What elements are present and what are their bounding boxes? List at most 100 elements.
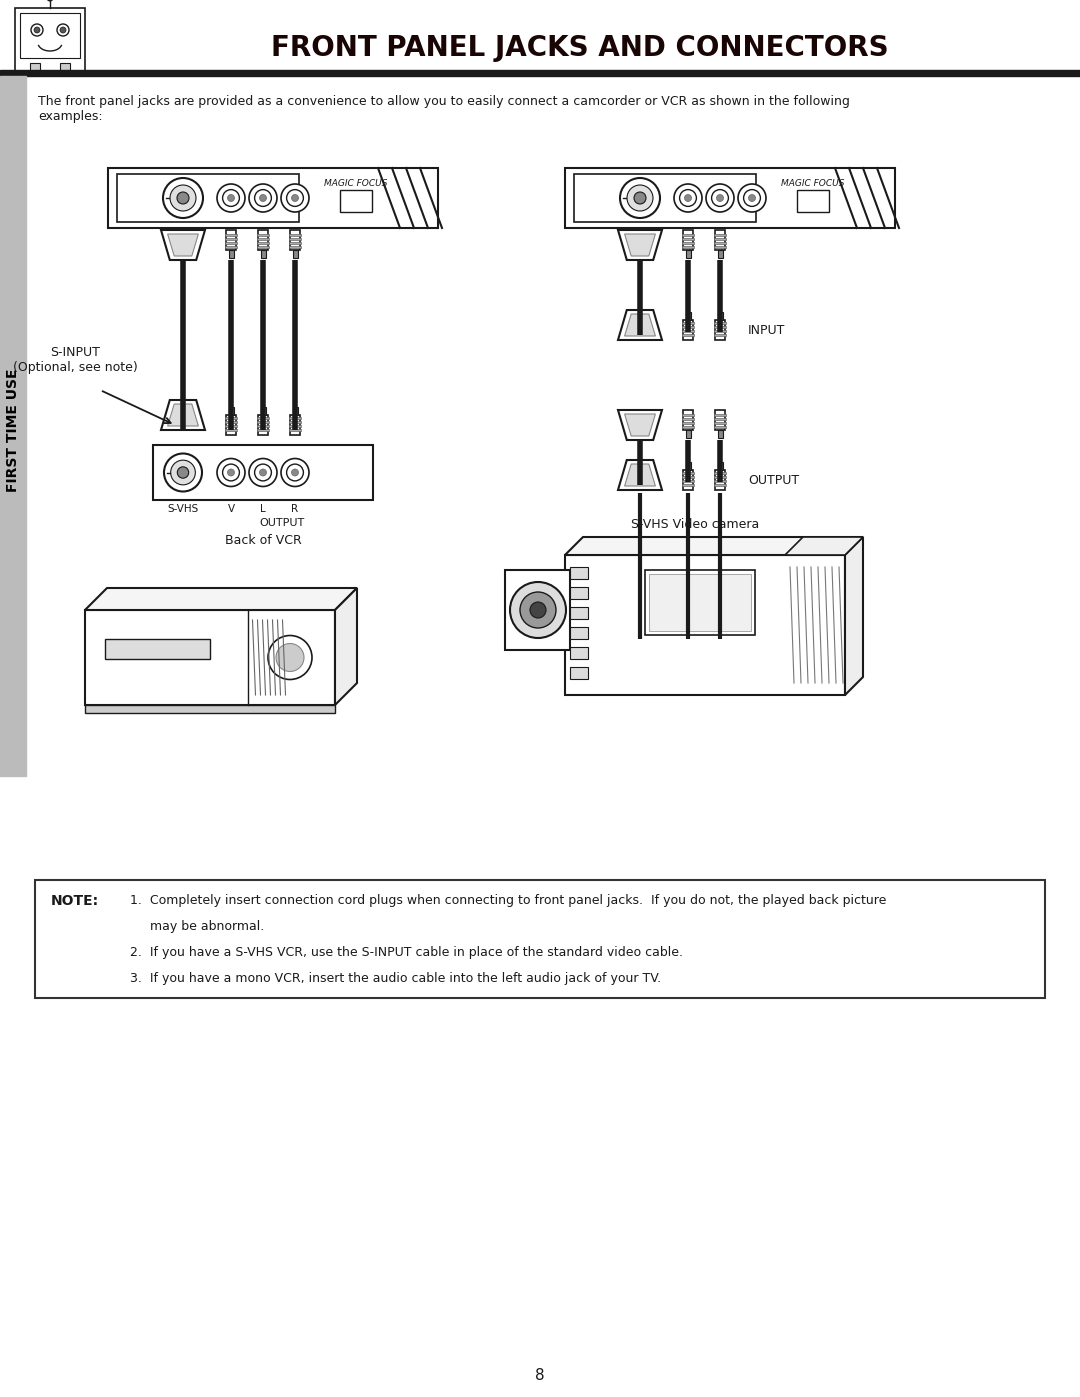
Circle shape (281, 458, 309, 486)
Bar (293, 407, 297, 415)
Bar (289, 246, 301, 249)
Bar (683, 320, 693, 339)
Bar (714, 321, 726, 324)
Bar (681, 414, 694, 416)
Circle shape (57, 24, 69, 36)
Circle shape (259, 194, 267, 201)
Polygon shape (785, 536, 863, 555)
Bar (714, 414, 726, 416)
Bar (260, 250, 266, 258)
Bar (289, 416, 301, 419)
Bar (681, 483, 694, 486)
Bar (226, 415, 237, 434)
Bar (15, 8, 85, 73)
Bar (681, 326, 694, 328)
Bar (683, 231, 693, 250)
Bar (714, 237, 726, 240)
Bar (681, 418, 694, 420)
Bar (714, 334, 726, 337)
Bar (258, 231, 268, 250)
Bar (714, 246, 726, 249)
Bar (257, 242, 269, 244)
Bar (686, 462, 690, 469)
Circle shape (171, 460, 195, 485)
Bar (21, 13, 80, 59)
Bar (257, 425, 269, 427)
Circle shape (685, 194, 691, 201)
Bar (683, 469, 693, 490)
Bar (225, 246, 237, 249)
Text: The front panel jacks are provided as a convenience to allow you to easily conne: The front panel jacks are provided as a … (38, 95, 850, 123)
Polygon shape (618, 310, 662, 339)
Bar (717, 250, 723, 258)
Bar (35, 880, 1045, 997)
Bar (570, 587, 588, 599)
Bar (717, 430, 723, 439)
Circle shape (228, 194, 234, 201)
Circle shape (738, 184, 766, 212)
Text: 2.  If you have a S-VHS VCR, use the S-INPUT cable in place of the standard vide: 2. If you have a S-VHS VCR, use the S-IN… (130, 946, 683, 958)
Bar (289, 425, 301, 427)
Bar (714, 422, 726, 425)
Bar (714, 235, 726, 236)
Bar (714, 330, 726, 332)
Text: S-VHS Video camera: S-VHS Video camera (631, 518, 759, 531)
Polygon shape (335, 588, 357, 705)
Circle shape (748, 194, 756, 201)
Circle shape (222, 464, 240, 481)
Circle shape (620, 177, 660, 218)
Bar (686, 312, 690, 320)
Circle shape (228, 469, 234, 476)
Bar (717, 312, 723, 320)
Bar (715, 320, 725, 339)
Bar (108, 168, 438, 228)
Bar (714, 472, 726, 474)
Bar (681, 237, 694, 240)
Bar (570, 647, 588, 659)
Bar (0, 75, 26, 775)
Bar (714, 326, 726, 328)
Bar (681, 242, 694, 244)
Bar (686, 430, 690, 439)
Circle shape (286, 190, 303, 207)
Text: Back of VCR: Back of VCR (225, 534, 301, 548)
Polygon shape (624, 414, 656, 436)
Bar (291, 231, 300, 250)
Bar (714, 418, 726, 420)
Circle shape (281, 184, 309, 212)
Bar (683, 409, 693, 430)
Text: V: V (228, 504, 234, 514)
Bar (257, 246, 269, 249)
Bar (681, 422, 694, 425)
Bar (681, 235, 694, 236)
Bar (85, 610, 335, 705)
Bar (575, 175, 756, 222)
Bar (570, 666, 588, 679)
Bar (505, 570, 570, 650)
Bar (257, 235, 269, 236)
Circle shape (510, 583, 566, 638)
Bar (681, 246, 694, 249)
Bar (225, 237, 237, 240)
Bar (30, 63, 40, 73)
Bar (714, 242, 726, 244)
Bar (153, 446, 373, 500)
Circle shape (249, 458, 276, 486)
Circle shape (716, 194, 724, 201)
Bar (717, 462, 723, 469)
Text: FRONT PANEL JACKS AND CONNECTORS: FRONT PANEL JACKS AND CONNECTORS (271, 34, 889, 61)
Circle shape (276, 644, 303, 672)
Circle shape (222, 190, 240, 207)
Circle shape (674, 184, 702, 212)
Text: MAGIC FOCUS: MAGIC FOCUS (324, 179, 388, 189)
Bar (257, 416, 269, 419)
Polygon shape (624, 464, 656, 486)
Text: 8: 8 (536, 1368, 544, 1383)
Bar (229, 407, 233, 415)
Text: NOTE:: NOTE: (51, 894, 99, 908)
Bar (225, 420, 237, 423)
Bar (225, 425, 237, 427)
Bar (225, 429, 237, 432)
Bar (289, 429, 301, 432)
Bar (85, 705, 335, 712)
